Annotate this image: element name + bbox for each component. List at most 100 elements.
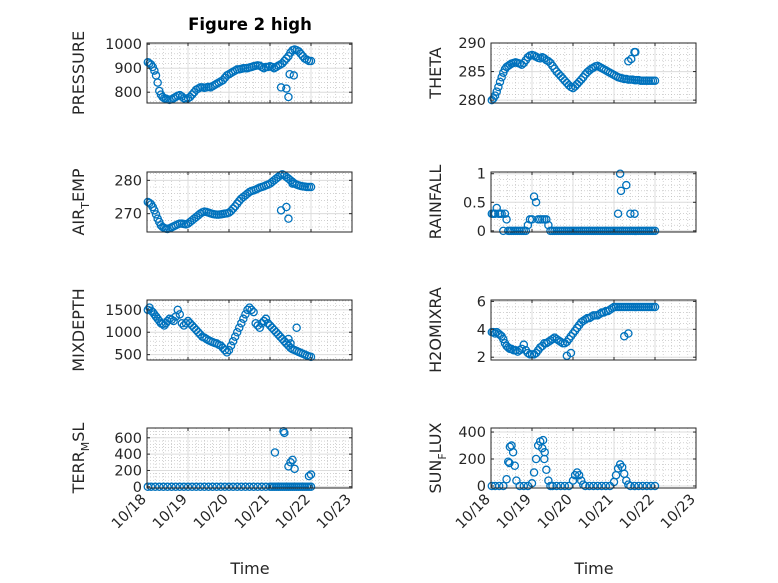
data-point [284,214,293,223]
data-point [544,220,553,230]
axes-background [491,43,696,103]
data-point [284,334,293,344]
data-point [585,481,594,491]
data-point [615,169,625,178]
data-point [278,59,287,68]
data-point [208,482,217,492]
axes-frame [490,427,697,489]
data-point [560,481,570,491]
data-point [630,209,639,218]
data-point [241,310,250,319]
data-point [296,49,305,59]
data-point [566,348,576,358]
data-point [183,482,193,492]
data-point [503,457,513,466]
data-point [143,305,153,315]
data-point [494,481,504,491]
axes-frame [490,42,697,104]
y-tick-label: 1 [477,167,486,183]
data-point [288,179,297,188]
x-axis-label-left: Time [229,559,269,578]
data-point [306,482,316,492]
data-point [529,192,539,201]
data-point [607,304,617,313]
data-point [499,481,508,491]
y-axis-label: SUNFLUX [426,422,449,493]
data-point [531,198,541,207]
y-tick-label: 280 [114,173,142,189]
data-point [502,474,511,484]
data-point [247,305,256,315]
data-point [253,482,262,492]
y-tick-label: 200 [114,463,142,479]
data-point [259,316,269,326]
data-point [163,482,172,492]
data-point [304,471,314,481]
subplot-h2omixra: 2 4 6 H2OMIXRA [426,287,697,373]
data-point [568,476,578,485]
y-tick-label: 400 [114,447,142,463]
data-point [226,341,236,350]
data-point [212,482,221,492]
data-point [576,75,586,84]
data-point [150,66,159,75]
data-point [642,481,652,491]
data-point [289,71,299,80]
data-point [282,84,291,93]
data-point [237,319,246,328]
y-axis-label: H2OMIXRA [426,287,445,373]
data-point [519,340,529,349]
data-point [505,458,514,468]
data-point [276,83,286,92]
y-tick-label: 0 [133,480,142,496]
axes-background [147,428,352,488]
data-point [622,180,631,190]
x-axis-label-right: Time [573,559,613,578]
data-point [150,206,159,215]
data-point [163,316,172,326]
data-point [169,316,178,326]
y-axis-label: AIRTEMP [69,168,92,235]
data-point [581,481,590,491]
data-point [284,92,293,102]
data-point [224,482,234,492]
subplot-rainfall: 0 0.5 1 RAINFALL [426,165,697,240]
y-tick-label: 290 [458,36,486,52]
data-point [515,481,524,491]
data-point [576,476,586,485]
data-point [542,215,551,224]
axes-background [491,428,696,488]
data-point [589,481,598,491]
data-point [239,314,248,324]
data-point [601,481,611,491]
y-axis-label: RAINFALL [426,165,445,240]
data-point [153,78,162,87]
data-point [616,186,626,196]
axes-frame [146,42,353,104]
data-point [626,54,636,64]
data-point [499,334,508,344]
y-tick-label: 200 [458,452,486,468]
data-point [171,482,180,492]
data-point [220,345,230,355]
data-point [167,482,176,492]
data-point [497,209,506,218]
data-point [257,482,267,492]
data-point [556,481,565,491]
data-point [286,458,295,467]
data-point [544,476,553,485]
data-point [500,209,510,218]
data-point [173,305,182,315]
data-point [556,337,565,347]
y-tick-label: 6 [477,294,486,310]
figure-title: Figure 2 high [188,15,312,34]
data-point [523,348,533,358]
axes-frame [490,299,697,361]
data-point [574,470,584,480]
y-axis-label: TERRMSL [69,423,92,495]
data-point [631,47,640,57]
data-point [538,435,548,445]
y-tick-label: 0.5 [463,195,486,211]
data-point [261,314,271,324]
